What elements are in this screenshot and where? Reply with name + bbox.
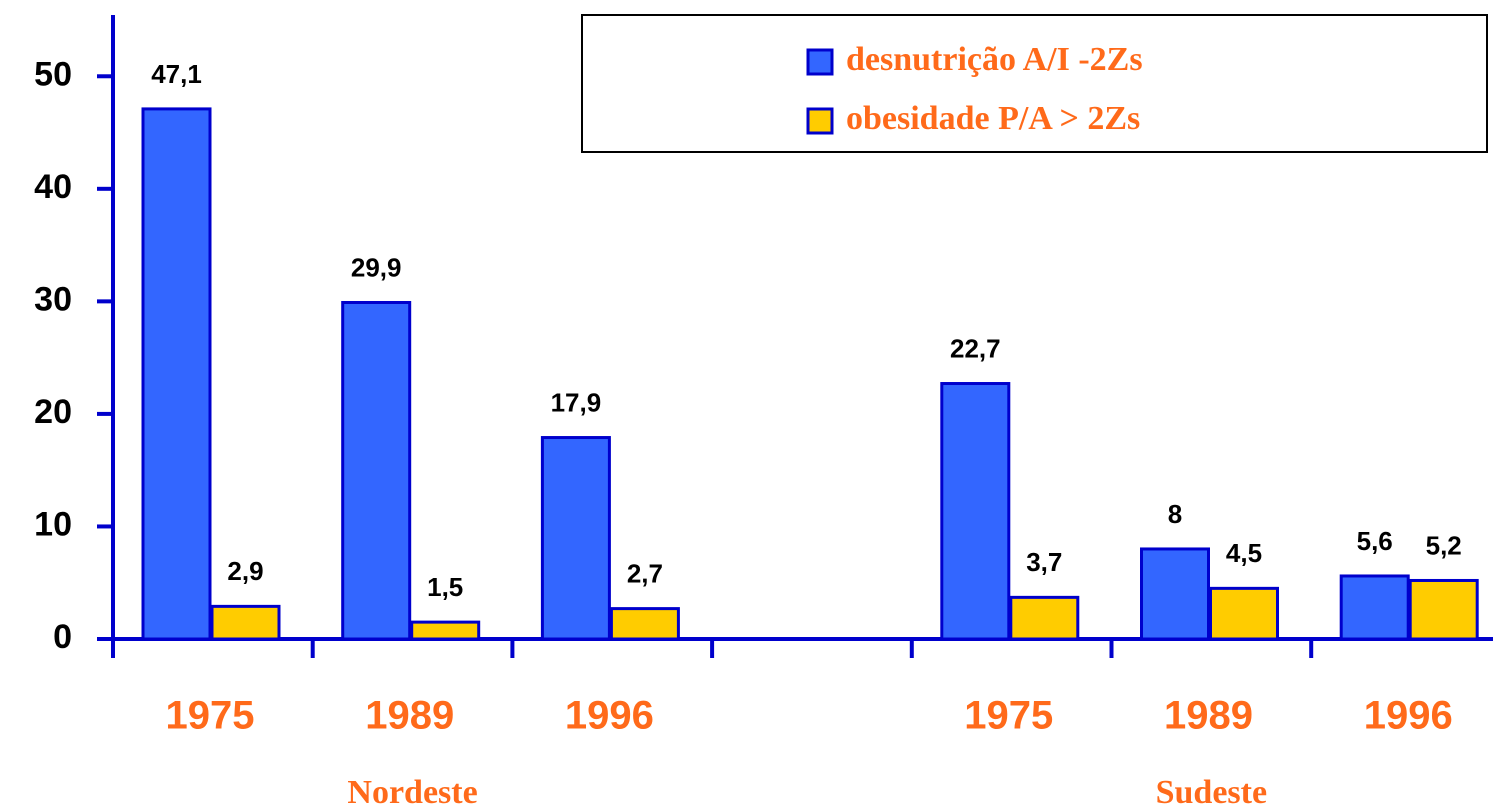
value-label: 3,7 [1026,547,1062,577]
value-label: 5,6 [1357,526,1393,556]
bar [540,436,611,641]
bar [609,607,680,641]
bar [341,300,412,641]
value-label: 22,7 [950,333,1001,363]
value-label: 2,9 [227,556,263,586]
value-label: 8 [1168,499,1182,529]
x-tick-label: 1996 [1364,694,1453,738]
group-label: Nordeste [347,774,477,811]
value-label: 29,9 [351,252,402,282]
x-tick-label: 1975 [964,694,1053,738]
x-tick-label: 1975 [166,694,255,738]
group-label: Sudeste [1156,774,1267,811]
value-label: 17,9 [551,387,602,417]
legend-label: desnutrição A/I -2Zs [846,41,1143,78]
value-label: 5,2 [1426,530,1462,560]
bar [141,107,212,641]
y-tick-label: 50 [34,55,72,93]
x-tick-label: 1989 [1164,694,1253,738]
value-label: 1,5 [427,572,463,602]
bar [410,620,481,641]
y-tick-label: 40 [34,168,72,206]
y-tick-label: 0 [53,618,72,656]
legend-box [581,14,1488,153]
bar [1408,578,1479,641]
bar [1140,547,1210,641]
legend-label: obesidade P/A > 2Zs [846,100,1140,137]
bar [1009,595,1080,641]
bar [1339,574,1410,641]
y-tick-label: 10 [34,505,72,543]
value-label: 2,7 [627,558,663,588]
bar [940,382,1011,641]
y-tick-label: 30 [34,280,72,318]
y-tick-label: 20 [34,393,72,431]
x-tick-label: 1989 [365,694,454,738]
bar [210,604,281,641]
x-tick-label: 1996 [565,694,654,738]
value-label: 47,1 [151,59,202,89]
legend-swatch [806,107,834,135]
legend-swatch [806,48,834,76]
value-label: 4,5 [1226,538,1262,568]
bar [1209,586,1279,641]
